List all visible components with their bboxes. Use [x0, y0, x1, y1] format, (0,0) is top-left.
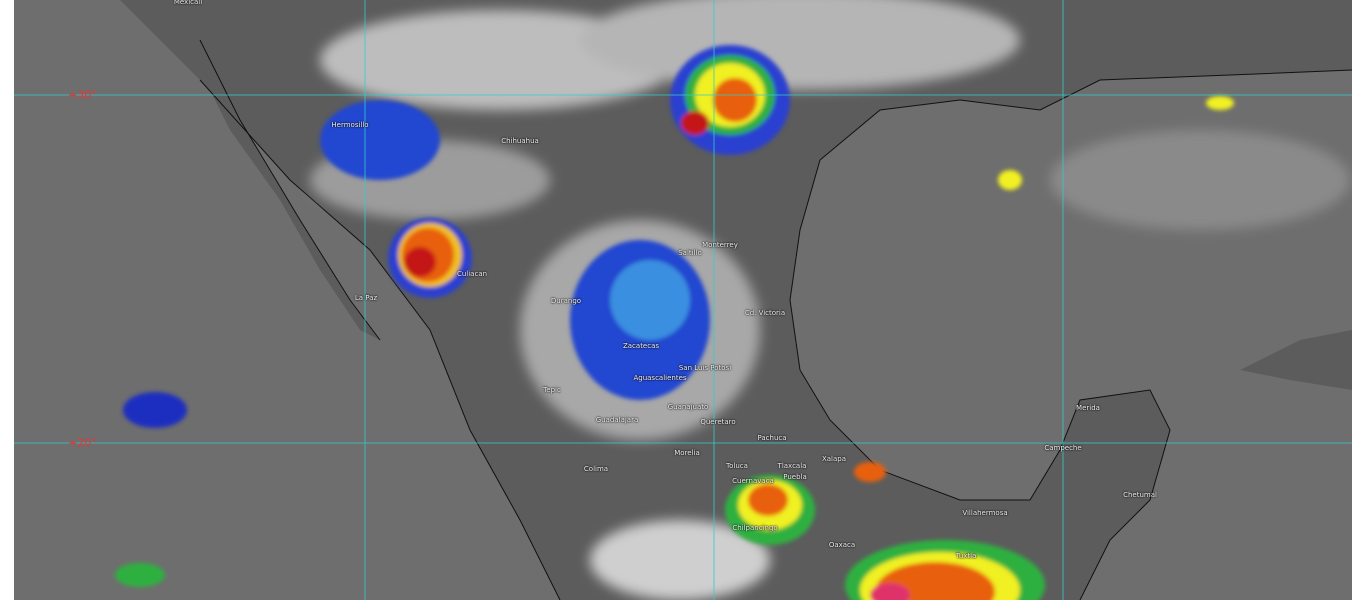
city-label: Zacatecas	[622, 342, 660, 350]
city-label: Tepic	[543, 386, 561, 394]
city-label: Guadalajara	[595, 416, 639, 424]
city-label: Morelia	[674, 449, 700, 457]
city-label: Puebla	[783, 473, 807, 481]
city-label: Colima	[583, 465, 609, 473]
city-label: Durango	[550, 297, 582, 305]
city-label: Aguascalientes	[633, 374, 687, 382]
city-label: La Paz	[354, 294, 378, 302]
city-label: Chetumal	[1123, 491, 1157, 499]
city-label: Tuxtla	[955, 552, 977, 560]
city-label: Pachuca	[757, 434, 787, 442]
city-label: Cd. Victoria	[744, 309, 786, 317]
latitude-label: +20°	[68, 436, 97, 450]
city-label: Campeche	[1044, 444, 1082, 452]
city-label: Culiacan	[456, 270, 488, 278]
coastlines	[199, 39, 1352, 600]
left-edge	[0, 0, 14, 600]
city-label: Queretaro	[700, 418, 736, 426]
city-label: Guanajuato	[667, 403, 709, 411]
city-label: Xalapa	[821, 455, 847, 463]
city-label: Hermosillo	[331, 121, 369, 129]
convective-cells	[115, 45, 1234, 600]
city-label: Cuernavaca	[732, 477, 774, 485]
graticule	[14, 0, 1352, 600]
city-label: Monterrey	[702, 241, 738, 249]
city-label: Saltillo	[678, 249, 702, 257]
baja-california	[195, 40, 380, 340]
city-label: Toluca	[726, 462, 748, 470]
city-label: Chihuahua	[501, 137, 539, 145]
city-label: Mexicali	[173, 0, 203, 6]
city-label: Tlaxcala	[777, 462, 807, 470]
city-label: San Luis Potosi	[678, 364, 732, 372]
city-label: Merida	[1076, 404, 1100, 412]
latitude-label: +30°	[68, 88, 97, 102]
city-label: Villahermosa	[962, 509, 1008, 517]
city-label: Oaxaca	[828, 541, 856, 549]
cuba	[1240, 330, 1352, 390]
city-label: Chilpancingo	[732, 524, 778, 532]
